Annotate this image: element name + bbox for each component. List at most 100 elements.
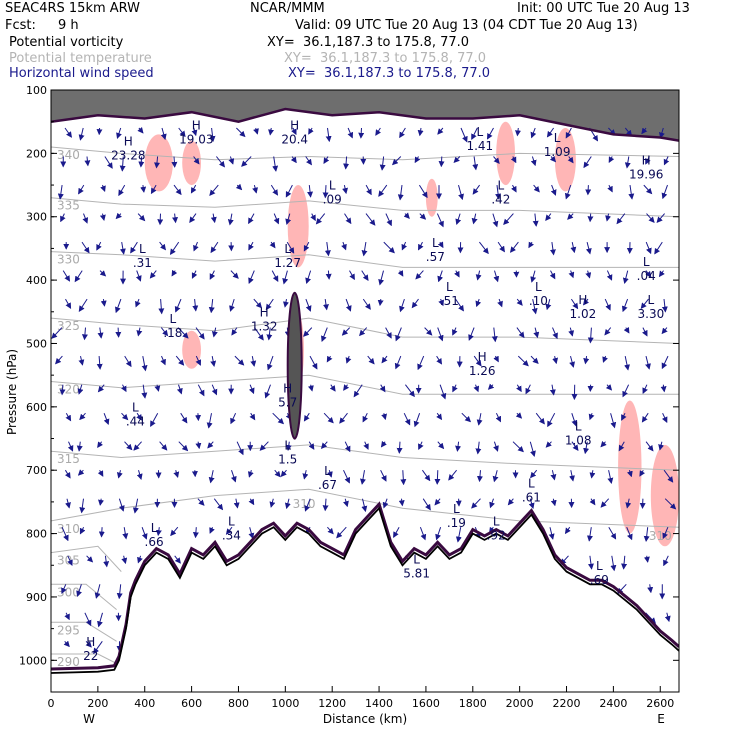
wind-arrow (654, 241, 663, 255)
wind-arrow (378, 270, 385, 286)
wind-arrow (308, 127, 314, 135)
wind-arrow (391, 156, 402, 166)
wind-arrow (173, 470, 180, 478)
wind-arrow (206, 413, 213, 429)
wind-arrow (571, 441, 579, 452)
wind-arrow (178, 441, 189, 452)
wind-arrow (530, 156, 537, 167)
wind-arrow (64, 469, 71, 479)
wind-arrow (495, 412, 501, 423)
wind-arrow (267, 355, 274, 371)
wind-arrow (582, 298, 590, 306)
wind-arrow (99, 213, 106, 221)
wind-arrow (471, 127, 478, 140)
wind-arrow (230, 412, 237, 425)
wind-arrow (209, 527, 215, 534)
wind-arrow (209, 127, 216, 142)
wind-arrow (341, 327, 351, 336)
theta-contour-label: 340 (57, 148, 80, 162)
wind-arrow (353, 384, 363, 398)
theta-contour-label: 310 (57, 522, 80, 536)
wind-arrow (343, 156, 350, 170)
wind-arrow (403, 412, 411, 426)
wind-arrow (345, 298, 352, 312)
wind-arrow (585, 270, 592, 279)
wind-arrow (509, 241, 519, 253)
y-tick-label: 700 (26, 464, 47, 477)
wind-arrow (231, 327, 238, 336)
wind-arrow (511, 184, 517, 193)
wind-arrow (661, 184, 668, 200)
wind-arrow (284, 498, 291, 510)
wind-arrow (176, 384, 183, 395)
pv-positive-region (425, 178, 438, 217)
wind-arrow (661, 327, 668, 335)
wind-arrow (645, 241, 652, 255)
theta-contour-label: 290 (57, 655, 80, 669)
wind-arrow (160, 327, 169, 337)
model-title: SEAC4RS 15km ARW (5, 1, 141, 16)
wind-arrow (600, 440, 607, 448)
wind-arrow (159, 441, 168, 451)
wind-arrow (460, 127, 468, 143)
wind-arrow (375, 127, 382, 136)
wind-arrow (136, 327, 143, 337)
wind-arrow (587, 327, 594, 344)
wind-arrow (624, 156, 631, 169)
wind-arrow (154, 156, 160, 169)
wind-arrow (272, 412, 285, 425)
wind-arrow (137, 555, 143, 564)
wind-arrow (308, 441, 315, 450)
wind-arrow (550, 184, 557, 196)
extremum-mark: L (139, 242, 146, 256)
wind-arrow (115, 298, 122, 314)
wind-arrow (385, 213, 392, 227)
wind-arrow (473, 384, 480, 393)
wind-arrow (150, 184, 157, 195)
wind-arrow (234, 355, 245, 366)
wind-arrow (639, 469, 646, 477)
wind-arrow (65, 298, 72, 309)
wind-arrow (195, 327, 205, 340)
wind-arrow (61, 526, 69, 542)
wind-arrow (322, 498, 329, 512)
wind-arrow (549, 270, 556, 280)
x-tick-label: 2200 (553, 697, 581, 710)
wind-arrow (79, 412, 86, 421)
wind-arrow (197, 498, 205, 506)
wind-arrow (322, 185, 329, 199)
theta-contour (51, 374, 679, 395)
wind-arrow (93, 641, 103, 655)
tropopause-pv-contour (51, 107, 679, 142)
wind-arrow (236, 441, 244, 456)
wind-arrow (248, 241, 254, 251)
wind-arrow (550, 470, 557, 481)
wind-arrow (74, 270, 83, 283)
x-tick-label: 800 (228, 697, 249, 710)
theta-contour (51, 146, 679, 161)
wind-arrow (325, 270, 332, 280)
extremum-mark: H (283, 382, 292, 396)
extremum-value: 19.96 (629, 167, 663, 181)
wind-arrow (103, 413, 110, 426)
extremum-mark: H (578, 293, 587, 307)
x-tick-label: 1000 (271, 697, 299, 710)
wind-arrow (377, 299, 384, 307)
wind-arrow (118, 498, 125, 512)
wind-arrow (414, 156, 421, 164)
wind-arrow (380, 440, 387, 448)
wind-arrow (116, 584, 123, 600)
y-tick-label: 800 (26, 528, 47, 541)
wind-arrow (385, 327, 392, 339)
wind-arrow (122, 527, 129, 540)
x-tick-label: 1600 (412, 697, 440, 710)
wind-arrow (81, 241, 90, 254)
wind-arrow (326, 470, 333, 478)
wind-arrow (210, 213, 217, 224)
wind-arrow (531, 298, 538, 315)
pv-positive-region (287, 185, 309, 268)
extremum-value: .04 (637, 269, 656, 283)
wind-arrow (394, 355, 402, 370)
wind-arrow (171, 269, 178, 277)
extremum-mark: L (413, 553, 420, 567)
